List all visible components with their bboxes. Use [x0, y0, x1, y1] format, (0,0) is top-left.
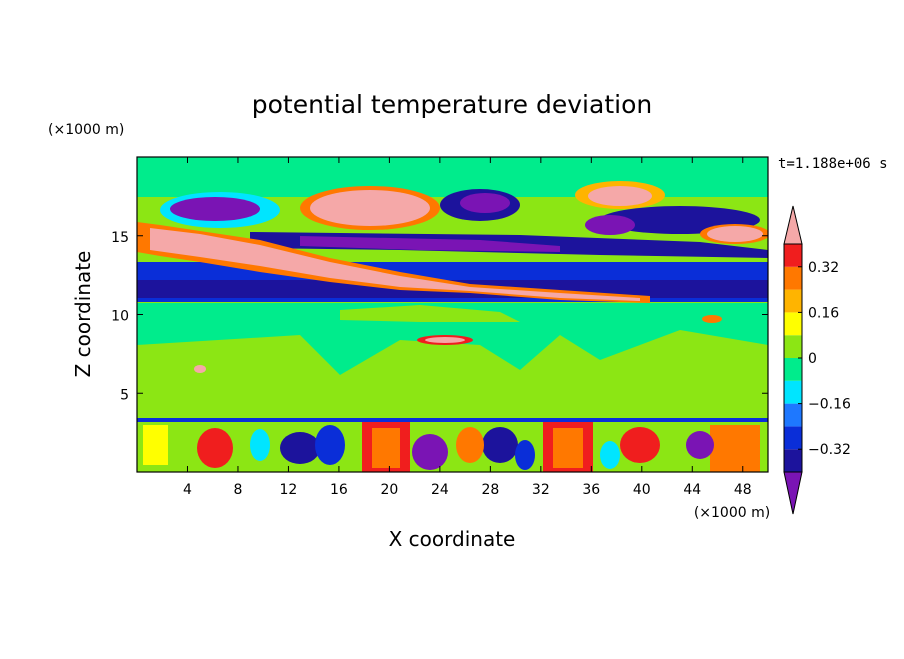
field-bl-cell — [197, 428, 233, 468]
x-tick-group: 4 8 12 16 20 24 28 32 36 40 44 48 — [183, 157, 752, 498]
field-pos-tongue — [137, 222, 650, 303]
colorbar-swatch — [784, 403, 802, 427]
x-tick-label: 4 — [183, 482, 192, 498]
x-tick-label: 20 — [380, 482, 398, 498]
field-neg-core — [460, 193, 510, 213]
y-unit-label: (×1000 m) — [48, 122, 124, 138]
field-neg-core — [585, 215, 635, 235]
x-tick-label: 16 — [330, 482, 348, 498]
x-tick-label: 12 — [280, 482, 298, 498]
field-bl-cell — [143, 425, 168, 465]
field-pos-spot — [702, 315, 722, 323]
field-bl-cell — [482, 427, 518, 463]
field-pos-core — [588, 186, 652, 206]
field-bl-base — [137, 418, 768, 472]
field-bl-cell — [686, 431, 714, 459]
field-mid-green — [340, 305, 520, 322]
field-bl-cell — [515, 440, 535, 470]
field-top-band — [137, 157, 768, 197]
x-axis-title: X coordinate — [389, 527, 516, 551]
chart-title: potential temperature deviation — [252, 90, 652, 119]
field-pos-tongue-core — [150, 228, 640, 301]
x-tick-label: 40 — [633, 482, 651, 498]
x-tick-label: 28 — [481, 482, 499, 498]
colorbar-label: −0.32 — [808, 442, 851, 458]
field-bl-cell — [372, 428, 400, 468]
x-tick-label: 48 — [734, 482, 752, 498]
colorbar-swatch — [784, 244, 802, 267]
field-pos-spot — [194, 365, 206, 373]
field-pos-core — [707, 226, 763, 242]
field-bl-cell — [710, 425, 760, 472]
colorbar-swatch — [784, 335, 802, 358]
colorbar-swatch — [784, 449, 802, 472]
colorbar-swatch — [784, 289, 802, 313]
y-tick-label: 10 — [111, 309, 129, 325]
x-tick-label: 44 — [683, 482, 701, 498]
field-pos-core — [310, 190, 430, 226]
field-layer-bottom — [137, 292, 768, 302]
colorbar-swatch — [784, 358, 802, 381]
field-pos-spot-core — [425, 337, 465, 343]
field-bl-cell — [315, 425, 345, 465]
colorbar-swatch — [784, 312, 802, 336]
x-unit-label: (×1000 m) — [694, 505, 770, 521]
y-tick-label: 15 — [111, 230, 129, 246]
y-axis-title: Z coordinate — [71, 251, 95, 378]
colorbar-label: 0.32 — [808, 260, 839, 276]
colorbar-extend-low — [783, 471, 803, 515]
colorbar-label: 0.16 — [808, 305, 839, 321]
field-neg-core — [170, 197, 260, 221]
field-layer-edge — [137, 298, 768, 302]
colorbar-extend-high — [783, 205, 803, 245]
field-bl-cell — [280, 432, 320, 464]
colorbar-swatch — [784, 426, 802, 450]
y-tick-group: 5 10 15 — [111, 230, 768, 403]
field-bl-cell — [412, 434, 448, 470]
time-label: t=1.188e+06 s — [778, 156, 888, 172]
field-bl-cell — [600, 441, 620, 469]
colorbar-swatch — [784, 380, 802, 404]
x-tick-label: 36 — [582, 482, 600, 498]
colorbar-swatch — [784, 266, 802, 290]
field-mid-green — [137, 330, 768, 418]
field-bl-cell — [250, 429, 270, 461]
y-tick-label: 5 — [120, 387, 129, 403]
field-bl-cell — [456, 427, 484, 463]
colorbar-label: −0.16 — [808, 397, 851, 413]
field-bl-cell — [553, 428, 583, 468]
field-bl-edge — [137, 418, 768, 422]
field-bl-cell — [620, 427, 660, 463]
x-tick-label: 32 — [532, 482, 550, 498]
x-tick-label: 24 — [431, 482, 449, 498]
x-tick-label: 8 — [233, 482, 242, 498]
field-neg-band — [300, 236, 560, 252]
contour-field — [137, 157, 768, 472]
colorbar-label: 0 — [808, 351, 817, 367]
colorbar: 0.32 0.16 0 −0.16 −0.32 — [783, 205, 851, 515]
